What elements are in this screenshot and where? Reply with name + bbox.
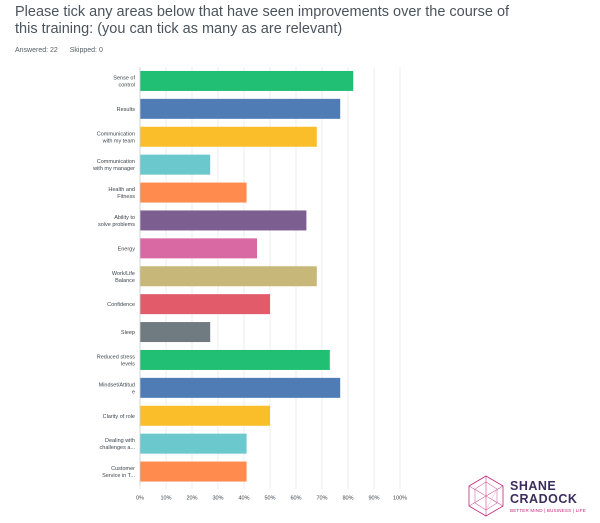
category-label: Sleep — [121, 330, 135, 336]
category-label: Confidence — [107, 302, 135, 308]
category-label-line: Balance — [115, 278, 135, 284]
category-label-line: Ability to — [114, 215, 135, 221]
category-label-line: Communication — [97, 131, 135, 137]
x-tick-label: 40% — [238, 496, 249, 502]
bar — [140, 377, 341, 398]
category-label-line: Reduced stress — [97, 354, 135, 360]
category-label-line: Sleep — [121, 330, 135, 336]
x-tick-label: 100% — [393, 496, 407, 502]
bar — [140, 322, 211, 343]
category-label-line: Communication — [97, 159, 135, 165]
skipped-count: Skipped: 0 — [69, 47, 103, 54]
bar — [140, 294, 270, 315]
category-label-line: Confidence — [107, 302, 135, 308]
category-label-line: Health and — [108, 187, 135, 193]
company-logo: SHANE CRADOCK BETTER MIND | BUSINESS | L… — [466, 474, 591, 518]
category-label-line: levels — [121, 361, 135, 367]
category-label: Health and Fitness — [108, 187, 135, 200]
category-label-line: Mindset/Attitud — [99, 382, 135, 388]
category-label-line: Customer — [111, 466, 135, 472]
x-tick-label: 50% — [264, 496, 275, 502]
category-label: Customer Service in T... — [102, 466, 135, 479]
category-label-line: Energy — [118, 246, 136, 252]
x-tick-label: 60% — [290, 496, 301, 502]
category-label: Communication with my manager — [92, 159, 135, 172]
category-label-line: Dealing with — [105, 438, 135, 444]
category-label-line: with my manager — [92, 166, 135, 172]
x-tick-label: 90% — [368, 496, 379, 502]
category-label-line: Service in T... — [102, 473, 135, 479]
category-label: Reduced stress levels — [97, 354, 135, 367]
bar — [140, 210, 307, 231]
category-label-line: Fitness — [117, 194, 135, 200]
logo-wordmark: SHANE CRADOCK — [510, 480, 577, 506]
category-label-line: Work/Life — [112, 271, 135, 277]
x-tick-label: 0% — [136, 496, 144, 502]
category-label: Work/Life Balance — [112, 271, 135, 284]
category-label-line: challenges a... — [100, 445, 136, 451]
category-label-line: Sense of — [113, 75, 135, 81]
question-title: Please tick any areas below that have se… — [15, 4, 510, 37]
bar — [140, 349, 330, 370]
bar — [140, 126, 317, 147]
bar — [140, 154, 211, 175]
bar — [140, 461, 247, 482]
category-label-line: control — [118, 82, 135, 88]
bar — [140, 238, 257, 259]
x-tick-label: 80% — [342, 496, 353, 502]
category-label-line: e — [132, 389, 135, 395]
category-label: Dealing with challenges a... — [100, 438, 136, 451]
bar — [140, 70, 354, 91]
bar — [140, 182, 247, 203]
x-tick-label: 70% — [316, 496, 327, 502]
category-label: Mindset/Attitud e — [99, 382, 135, 395]
bar — [140, 433, 247, 454]
x-tick-label: 20% — [186, 496, 197, 502]
response-stats: Answered: 22 Skipped: 0 — [15, 47, 113, 54]
x-tick-label: 30% — [212, 496, 223, 502]
category-label: Energy — [118, 246, 136, 252]
category-label-line: Clarity of role — [103, 414, 135, 420]
category-label: Results — [117, 107, 136, 113]
bar — [140, 405, 270, 426]
hexagon-network-icon — [468, 475, 504, 517]
logo-name-line2: CRADOCK — [510, 492, 578, 506]
category-label-line: Results — [117, 107, 136, 113]
bar — [140, 98, 341, 119]
category-label: Clarity of role — [103, 414, 135, 420]
category-label-line: solve problems — [98, 222, 135, 228]
x-tick-label: 10% — [160, 496, 171, 502]
category-label: Communication with my team — [97, 131, 136, 144]
answered-count: Answered: 22 — [15, 47, 58, 54]
logo-name-line1: SHANE — [510, 479, 557, 493]
category-label: Sense of control — [113, 75, 135, 88]
bar — [140, 266, 317, 287]
category-label: Ability to solve problems — [98, 215, 135, 228]
category-label-line: with my team — [102, 138, 136, 144]
logo-tagline: BETTER MIND | BUSINESS | LIFE — [510, 508, 586, 513]
